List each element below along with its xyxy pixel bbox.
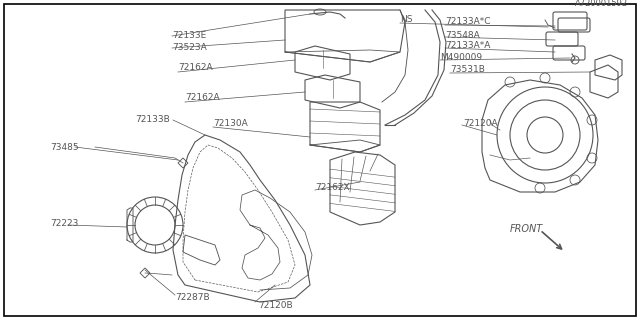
Text: 72287B: 72287B [175, 293, 210, 302]
Text: A720001592: A720001592 [575, 0, 628, 8]
Text: M490009: M490009 [440, 53, 482, 62]
Text: 72133A*C: 72133A*C [445, 18, 490, 27]
Text: NS: NS [400, 15, 413, 25]
Text: 72162A: 72162A [185, 93, 220, 102]
Text: 72130A: 72130A [213, 119, 248, 129]
Text: 72120B: 72120B [258, 300, 292, 309]
Text: 73523A: 73523A [172, 44, 207, 52]
Text: 72133B: 72133B [135, 116, 170, 124]
Text: 73531B: 73531B [450, 66, 485, 75]
Text: 72223: 72223 [50, 219, 78, 228]
Text: 72133E: 72133E [172, 30, 206, 39]
Text: 72120A: 72120A [463, 119, 498, 129]
Text: 72133A*A: 72133A*A [445, 42, 490, 51]
Text: 73548A: 73548A [445, 30, 480, 39]
Text: 72162A: 72162A [178, 63, 212, 73]
Text: 72162X: 72162X [315, 182, 349, 191]
Text: FRONT: FRONT [510, 224, 543, 234]
Text: 73485: 73485 [50, 142, 79, 151]
